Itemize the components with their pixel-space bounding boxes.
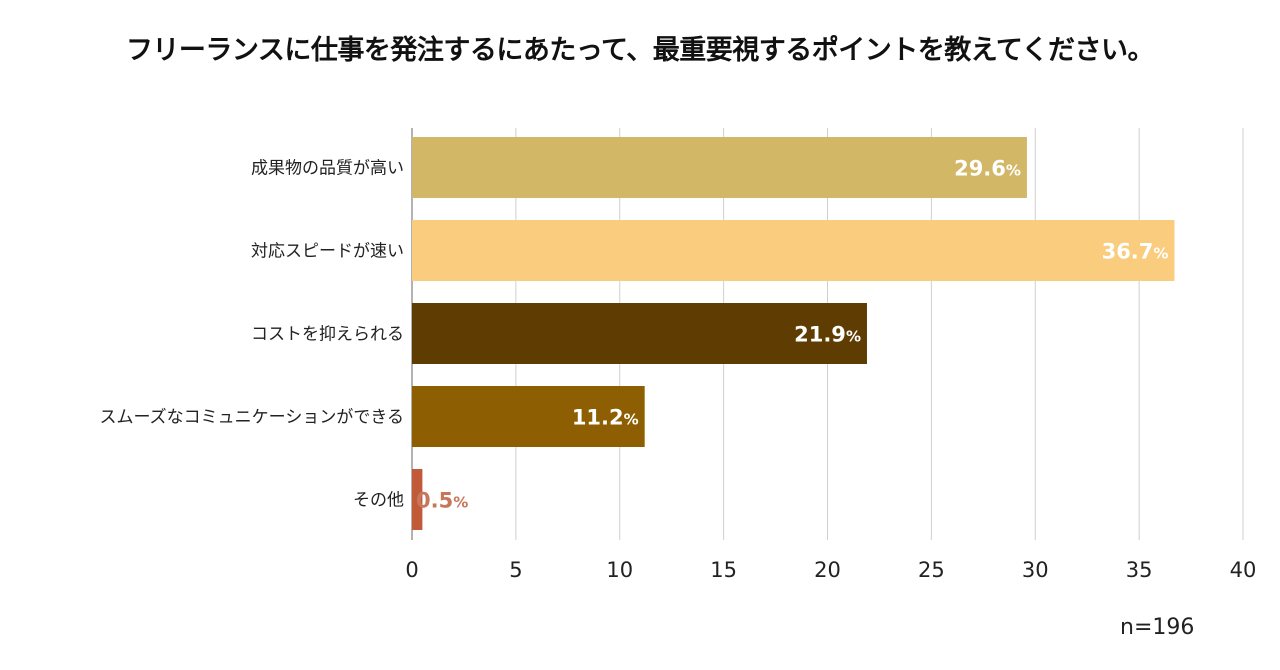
bar	[412, 303, 867, 364]
value-label: 0.5%	[416, 489, 468, 513]
bar	[412, 220, 1175, 281]
x-tick-label: 20	[814, 558, 841, 582]
value-label: 29.6%	[954, 157, 1021, 181]
value-percent-sign: %	[453, 494, 468, 512]
x-tick-label: 5	[509, 558, 522, 582]
category-label: コストを抑えられる	[251, 325, 404, 345]
x-tick-label: 30	[1022, 558, 1049, 582]
x-tick-label: 40	[1230, 558, 1257, 582]
x-tick-label: 35	[1126, 558, 1153, 582]
x-tick-label: 0	[405, 558, 418, 582]
value-label: 21.9%	[794, 323, 861, 347]
value-number: 0.5	[416, 489, 453, 513]
category-label: 対応スピードが速い	[251, 242, 404, 262]
value-percent-sign: %	[1153, 245, 1168, 263]
value-percent-sign: %	[1006, 162, 1021, 180]
category-label: 成果物の品質が高い	[251, 159, 404, 179]
value-number: 21.9	[794, 323, 846, 347]
value-label: 11.2%	[572, 406, 639, 430]
bar	[412, 469, 423, 530]
value-labels: 29.6%36.7%21.9%11.2%0.5%	[416, 157, 1168, 513]
value-percent-sign: %	[624, 411, 639, 429]
category-labels: 成果物の品質が高い対応スピードが速いコストを抑えられるスムーズなコミュニケーショ…	[100, 159, 404, 511]
x-tick-label: 25	[918, 558, 945, 582]
category-label: その他	[353, 491, 404, 511]
value-number: 29.6	[954, 157, 1006, 181]
value-number: 11.2	[572, 406, 624, 430]
bar	[412, 137, 1027, 198]
category-label: スムーズなコミュニケーションができる	[100, 408, 404, 428]
chart-title: フリーランスに仕事を発注するにあたって、最重要視するポイントを教えてください。	[125, 35, 1155, 66]
value-label: 36.7%	[1102, 240, 1169, 264]
bar	[412, 386, 645, 447]
value-percent-sign: %	[846, 328, 861, 346]
sample-size-note: n=196	[1120, 615, 1195, 640]
bars	[412, 137, 1175, 530]
x-tick-label: 10	[606, 558, 633, 582]
x-axis-ticks: 0 5 10 15 20 25 30 35 40	[405, 558, 1256, 582]
value-number: 36.7	[1102, 240, 1154, 264]
x-tick-label: 15	[710, 558, 737, 582]
